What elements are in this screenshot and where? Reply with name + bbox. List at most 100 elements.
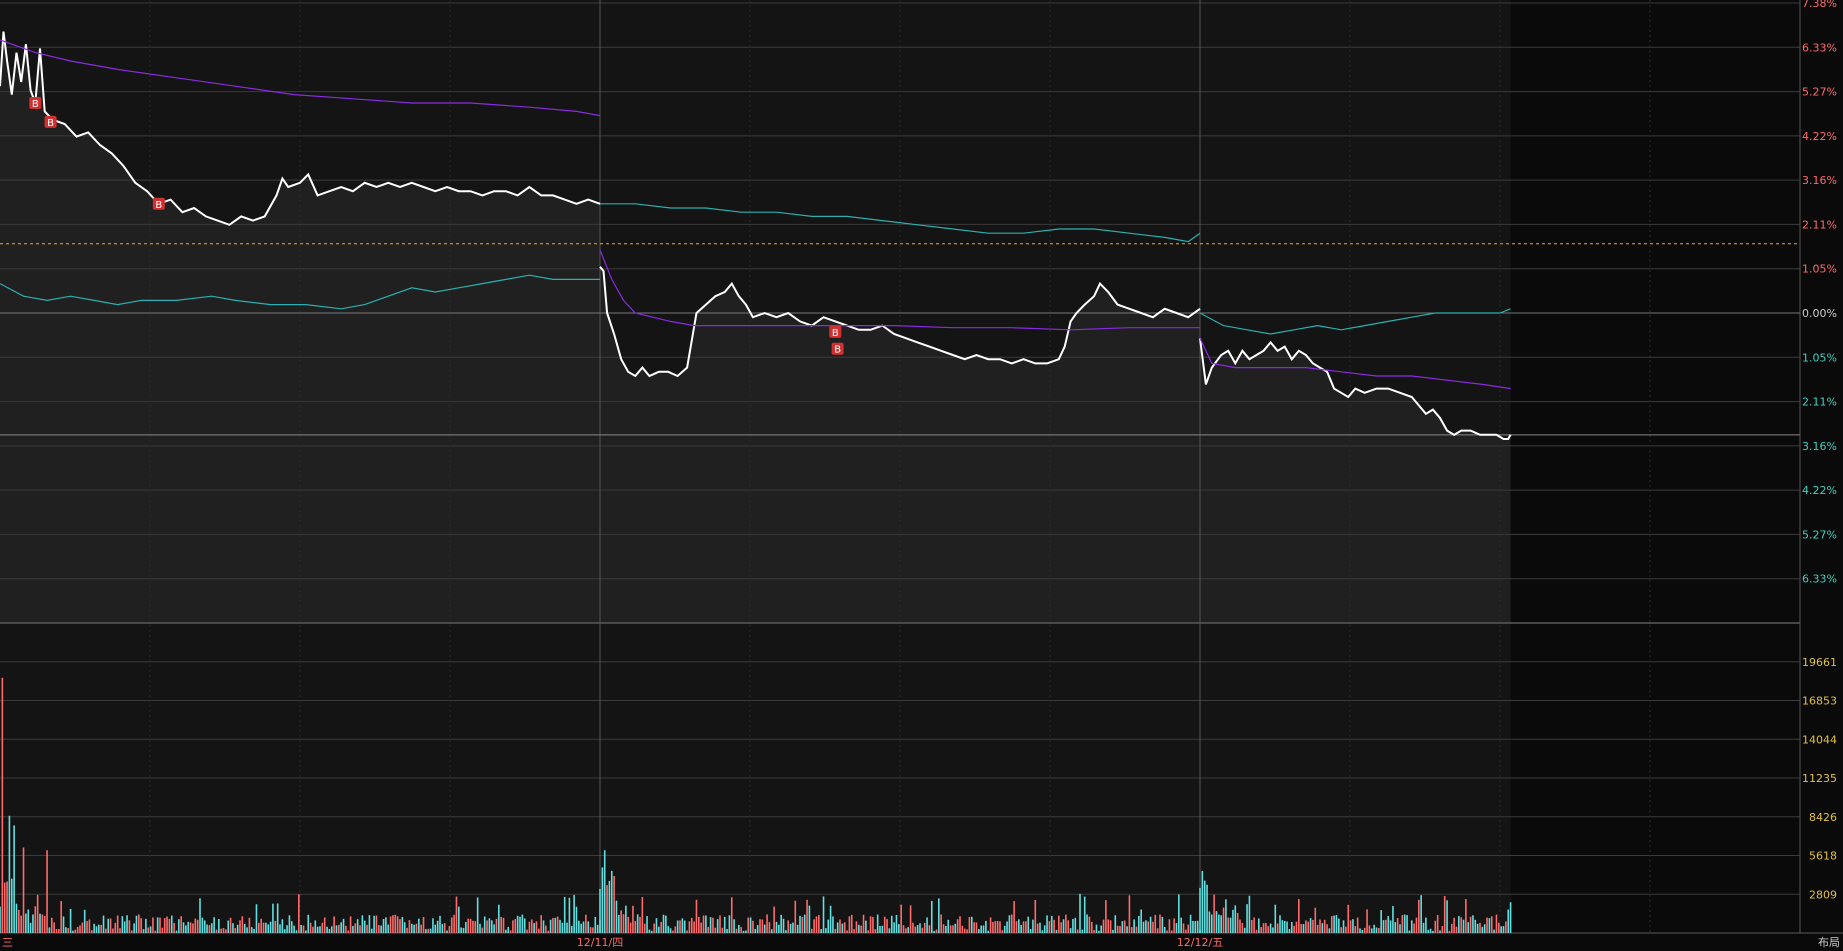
volume-bar [1175,923,1178,933]
volume-bar [166,916,168,933]
volume-bar [876,914,879,933]
volume-bar [519,916,521,933]
volume-bar [796,924,799,933]
volume-bar [474,921,477,933]
volume-bar [65,927,67,933]
volume-bar [93,923,95,933]
volume-bar [921,927,924,933]
volume-bar [1323,919,1326,933]
volume-bar [1154,914,1157,933]
volume-bar [629,922,632,933]
volume-bar [949,925,952,933]
volume-bar [912,922,914,933]
volume-bar [582,921,585,933]
volume-bar [1352,919,1354,933]
volume-bar [74,929,77,933]
volume-bar [874,929,877,933]
volume-bar [1378,927,1380,933]
trade-marker-box [29,96,42,109]
volume-bar [742,930,745,933]
volume-bar [780,914,782,933]
volume-bar [373,915,375,933]
volume-bar [100,925,102,933]
volume-bar [1232,909,1234,933]
volume-bar [227,920,230,933]
volume-bar [940,914,942,933]
volume-bar [782,918,785,933]
volume-bar [1420,895,1422,933]
volume-bar [1279,915,1281,933]
volume-bar [1340,927,1342,933]
volume-bar [907,927,910,933]
volume-bar [674,926,677,933]
volume-bar [1333,915,1335,933]
volume-bar [1363,927,1366,933]
volume-bar [1145,920,1147,933]
volume-bar [441,924,444,933]
volume-bar [1366,909,1368,933]
volume-bar [152,917,154,933]
volume-bar [641,897,644,933]
volume-bar [1006,921,1008,933]
volume-bar [1432,930,1434,933]
volume-bar [952,925,954,933]
volume-bar [116,915,119,933]
volume-bar [199,898,201,933]
volume-bar [126,915,128,933]
volume-bar [161,927,164,933]
price-axis-label-up: 2.11% [1802,218,1837,231]
volume-bar [323,917,326,933]
volume-bar [495,918,498,933]
volume-bar [968,917,971,933]
layout-corner-label[interactable]: 布局 [1818,936,1840,949]
volume-bar [700,922,702,933]
volume-bar [1192,920,1194,933]
volume-bar [281,919,284,933]
volume-bar [895,914,898,933]
volume-bar [154,930,157,933]
volume-bar [834,928,837,933]
volume-bar [858,924,860,933]
volume-bar [338,924,340,933]
volume-bar [693,921,695,933]
volume-bar [749,917,752,933]
volume-bar [521,914,524,933]
volume-bar [1455,926,1458,933]
volume-bar [472,920,474,933]
volume-bar [1272,927,1274,933]
volume-bar [1448,930,1451,933]
volume-bar [36,894,39,933]
volume-bar [999,921,1001,933]
volume-bar [1458,916,1460,933]
volume-bar [1394,922,1397,933]
volume-bar [730,897,733,933]
trade-marker: B [152,197,165,211]
volume-bar [1321,923,1324,933]
volume-bar [799,915,801,933]
volume-bar [1260,927,1262,933]
volume-bar [170,915,173,933]
volume-axis-label: 16853 [1802,695,1837,708]
volume-bar [1312,919,1314,933]
volume-bar [1413,923,1415,933]
volume-bar [1095,924,1098,933]
volume-bar [1239,919,1241,933]
volume-bar [978,928,980,933]
volume-bar [1276,923,1279,933]
volume-bar [389,916,392,933]
volume-bar [1041,930,1044,933]
volume-bar [1105,900,1107,933]
volume-bar [72,930,74,933]
volume-bar [119,928,121,933]
volume-bar [662,914,665,933]
price-line-day-0 [0,31,601,226]
volume-bar [1290,922,1293,933]
volume-bar [8,815,11,933]
volume-axis-label: 5618 [1809,850,1837,863]
volume-bar [246,927,248,933]
volume-bar [740,927,742,933]
volume-bar [568,897,571,933]
volume-bar [1046,915,1048,933]
